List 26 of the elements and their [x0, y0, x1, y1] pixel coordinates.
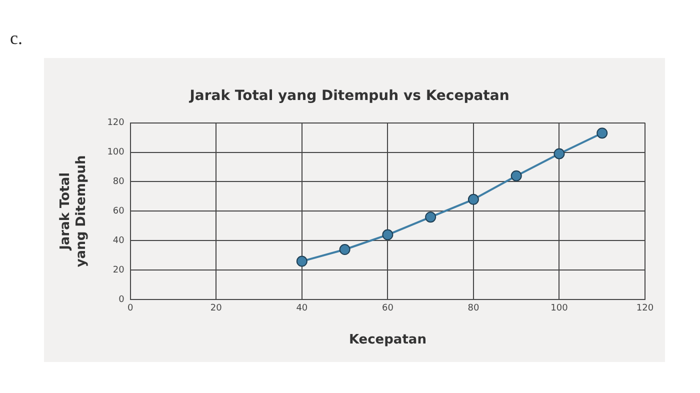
y-tick-label: 0 [118, 294, 125, 305]
point [296, 256, 308, 267]
x-tick-label: 120 [636, 303, 654, 314]
point [339, 244, 350, 256]
point [425, 212, 436, 223]
point [554, 148, 565, 160]
point [468, 194, 479, 205]
point [382, 229, 394, 240]
text: c. [10, 28, 22, 49]
y-tick-label: 100 [107, 148, 125, 158]
chart-title: Jarak Total yang Ditempuh vs Kecepatan [188, 88, 510, 104]
y-axis-title: Jarak Total yang Ditempuh [58, 155, 89, 268]
x-tick-label: 0 [128, 303, 134, 314]
y-tick-label: 20 [112, 265, 125, 276]
y-tick-label: 80 [112, 177, 125, 188]
x-tick-label: 80 [468, 303, 480, 314]
y-tick-label: 120 [107, 118, 125, 128]
point [596, 128, 608, 139]
y-tick-label: 60 [112, 206, 125, 217]
x-tick-label: 20 [210, 303, 222, 314]
x-tick-label: 100 [550, 303, 568, 314]
point [510, 170, 522, 182]
x-tick-label: 60 [382, 303, 394, 314]
y-tick-label: 40 [112, 236, 125, 246]
x-tick-label: 40 [296, 303, 308, 314]
x-axis-title: Kecepatan [348, 332, 426, 348]
